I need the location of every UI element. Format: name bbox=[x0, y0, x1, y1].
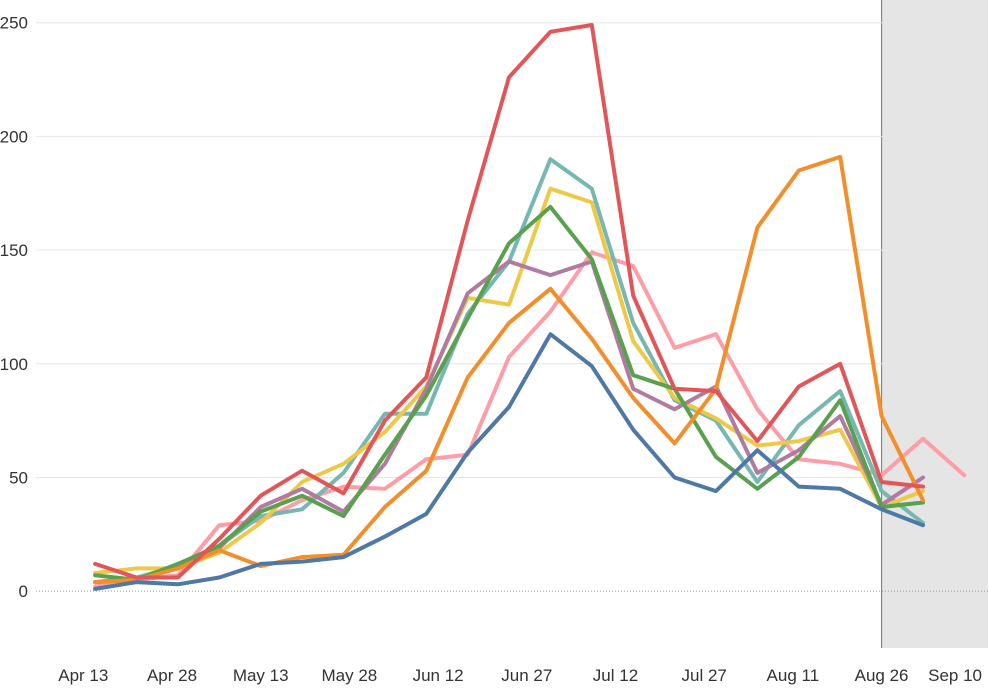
y-tick-label: 100 bbox=[0, 355, 28, 374]
x-tick-label: Jul 12 bbox=[593, 666, 638, 685]
series-line-6 bbox=[93, 154, 925, 585]
y-tick-label: 200 bbox=[0, 127, 28, 146]
series-line-4 bbox=[93, 259, 925, 585]
shaded-area bbox=[881, 0, 988, 648]
series-line-5 bbox=[93, 204, 925, 582]
x-tick-label: Jun 12 bbox=[413, 666, 464, 685]
x-tick-label: Aug 11 bbox=[767, 666, 820, 685]
series-line-8 bbox=[93, 332, 925, 591]
x-tick-label: Sep 10 bbox=[928, 666, 982, 685]
series-lines bbox=[93, 23, 967, 591]
x-tick-label: Apr 13 bbox=[58, 666, 108, 685]
x-tick-label: May 28 bbox=[322, 666, 378, 685]
x-tick-label: Aug 26 bbox=[855, 666, 909, 685]
series-line-7 bbox=[93, 23, 925, 580]
x-axis-ticks: Apr 13 Apr 28 May 13 May 28 Jun 12 Jun 27 Jul … bbox=[58, 666, 982, 685]
gridlines bbox=[36, 22, 988, 592]
shaded-region bbox=[880, 0, 988, 648]
y-tick-label: 150 bbox=[0, 241, 28, 260]
x-tick-label: Jun 27 bbox=[501, 666, 552, 685]
series-line-2 bbox=[93, 157, 925, 585]
series-line-1 bbox=[93, 250, 967, 589]
series-line-3 bbox=[93, 186, 925, 575]
y-tick-label: 50 bbox=[9, 468, 28, 487]
x-tick-label: Apr 28 bbox=[147, 666, 197, 685]
y-axis-ticks: 0 50 100 150 200 250 bbox=[0, 14, 28, 601]
y-tick-label: 250 bbox=[0, 14, 28, 33]
y-tick-label: 0 bbox=[19, 582, 28, 601]
x-tick-label: Jul 27 bbox=[681, 666, 726, 685]
x-tick-label: May 13 bbox=[233, 666, 289, 685]
